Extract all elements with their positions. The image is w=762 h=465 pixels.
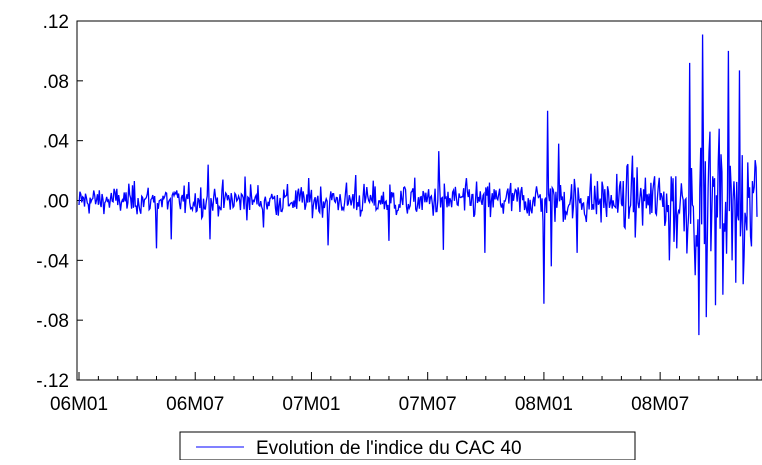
y-tick-label: -.08 (36, 311, 69, 332)
y-tick-label: .04 (43, 132, 70, 153)
x-tick-label: 07M01 (282, 394, 340, 415)
x-tick-label: 08M07 (631, 394, 689, 415)
x-tick-label: 06M07 (166, 394, 224, 415)
legend-box (179, 431, 636, 461)
x-axis: 06M01 06M07 07M01 07M07 08M01 08M07 (50, 372, 758, 415)
y-tick-label: .08 (43, 72, 69, 93)
legend: Evolution de l'indice du CAC 40 (179, 431, 636, 461)
x-tick-label: 07M07 (399, 394, 457, 415)
y-axis: -.12 -.08 -.04 .00 .04 .08 .12 (36, 12, 83, 392)
y-tick-label: .00 (43, 192, 69, 213)
y-tick-label: -.04 (36, 251, 69, 272)
x-tick-label: 08M01 (515, 394, 573, 415)
x-tick-label: 06M01 (50, 394, 108, 415)
legend-label: Evolution de l'indice du CAC 40 (256, 438, 522, 459)
y-tick-label: .12 (43, 12, 69, 33)
series-line (78, 34, 758, 336)
series-layer (78, 34, 758, 336)
y-tick-label: -.12 (36, 371, 69, 392)
